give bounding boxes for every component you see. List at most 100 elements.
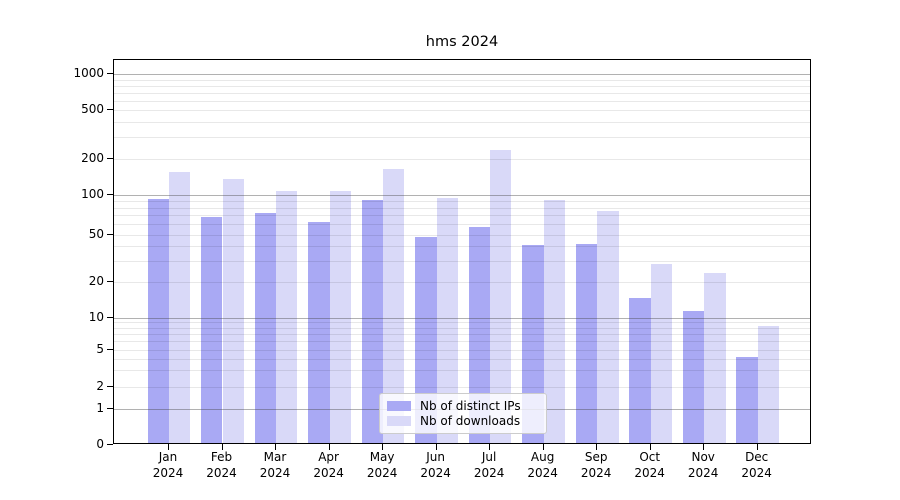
y-tick-mark bbox=[107, 233, 113, 235]
grid-line-minor bbox=[114, 246, 810, 248]
plot-area bbox=[113, 59, 811, 444]
x-tick-mark bbox=[703, 444, 705, 450]
bar-distinct-ips-nov bbox=[682, 310, 705, 443]
x-tick-mark bbox=[168, 444, 169, 450]
grid-line-minor bbox=[114, 121, 810, 123]
grid-line-minor bbox=[114, 92, 810, 94]
grid-line-major bbox=[114, 74, 810, 75]
bar-distinct-ips-jul bbox=[468, 227, 491, 443]
x-tick-mark bbox=[435, 444, 437, 450]
y-tick-label: 20 bbox=[88, 274, 104, 288]
x-tick-label-feb: Feb 2024 bbox=[206, 450, 237, 480]
x-tick-mark bbox=[596, 444, 598, 450]
x-tick-mark bbox=[756, 444, 758, 450]
grid-line-minor bbox=[114, 85, 810, 87]
bar-downloads-mar bbox=[276, 191, 298, 443]
bar-downloads-jun bbox=[436, 197, 458, 443]
y-tick-mark bbox=[107, 158, 113, 159]
y-tick-mark bbox=[107, 109, 113, 110]
grid-line-major bbox=[114, 317, 810, 319]
bar-distinct-ips-jun bbox=[415, 236, 437, 443]
chart-title: hms 2024 bbox=[425, 34, 499, 50]
x-tick-label-sep: Sep 2024 bbox=[580, 450, 612, 480]
legend-swatch-distinct-ips bbox=[387, 400, 411, 411]
grid-line-minor bbox=[114, 334, 810, 335]
legend-label-downloads: Nb of downloads bbox=[420, 414, 521, 429]
bar-distinct-ips-apr bbox=[308, 222, 330, 443]
y-tick-label: 50 bbox=[88, 226, 104, 241]
x-tick-label-apr: Apr 2024 bbox=[313, 450, 344, 480]
y-tick-label: 0 bbox=[96, 437, 104, 451]
y-tick-label: 10 bbox=[88, 309, 104, 324]
grid-line-minor bbox=[114, 282, 810, 283]
x-tick-label-mar: Mar 2024 bbox=[259, 450, 291, 480]
y-tick-mark bbox=[107, 444, 113, 445]
grid-line-minor bbox=[114, 100, 810, 102]
bar-distinct-ips-mar bbox=[254, 213, 276, 443]
x-tick-label-dec: Dec 2024 bbox=[741, 450, 772, 480]
y-tick-mark bbox=[107, 407, 113, 409]
x-tick-mark bbox=[382, 444, 384, 450]
legend-entry-distinct-ips: Nb of distinct IPs bbox=[387, 398, 538, 414]
grid-line-minor bbox=[114, 234, 810, 236]
y-tick-mark bbox=[107, 316, 113, 318]
grid-line-minor bbox=[114, 79, 810, 81]
y-tick-label: 5 bbox=[96, 341, 104, 356]
bar-downloads-aug bbox=[543, 200, 565, 443]
grid-line-minor bbox=[114, 358, 810, 360]
bar-downloads-dec bbox=[757, 325, 780, 443]
bar-distinct-ips-feb bbox=[201, 216, 223, 443]
grid-line-minor bbox=[114, 159, 810, 160]
grid-line-minor bbox=[114, 207, 810, 209]
bar-distinct-ips-sep bbox=[575, 244, 598, 443]
bar-distinct-ips-jan bbox=[147, 199, 169, 443]
y-tick-label: 2 bbox=[96, 379, 104, 393]
grid-line-minor bbox=[114, 201, 810, 202]
grid-line-minor bbox=[114, 322, 810, 324]
bar-downloads-sep bbox=[597, 210, 619, 443]
x-tick-label-nov: Nov 2024 bbox=[687, 450, 719, 480]
grid-layer bbox=[114, 60, 810, 443]
x-tick-mark bbox=[489, 444, 491, 450]
x-tick-label-oct: Oct 2024 bbox=[634, 450, 665, 480]
x-tick-label-aug: Aug 2024 bbox=[527, 450, 558, 480]
grid-line-minor bbox=[114, 370, 810, 372]
bar-downloads-feb bbox=[222, 179, 244, 443]
legend-entry-downloads: Nb of downloads bbox=[387, 414, 538, 430]
x-tick-mark bbox=[542, 444, 544, 450]
legend-label-distinct-ips: Nb of distinct IPs bbox=[420, 398, 521, 413]
y-tick-label: 200 bbox=[81, 151, 104, 165]
legend: Nb of distinct IPs Nb of downloads bbox=[379, 393, 547, 434]
x-tick-label-jan: Jan 2024 bbox=[152, 450, 184, 480]
y-tick-mark bbox=[107, 194, 113, 195]
grid-line-minor bbox=[114, 341, 810, 343]
grid-line-minor bbox=[114, 349, 810, 351]
x-tick-label-may: May 2024 bbox=[366, 450, 398, 480]
bar-downloads-jul bbox=[490, 149, 512, 443]
y-tick-label: 500 bbox=[81, 102, 104, 116]
x-tick-mark bbox=[275, 444, 276, 450]
bar-downloads-apr bbox=[329, 191, 351, 443]
y-tick-mark bbox=[107, 73, 113, 74]
y-tick-mark bbox=[107, 348, 113, 350]
x-tick-mark bbox=[649, 444, 651, 450]
grid-line-minor bbox=[114, 137, 810, 139]
y-tick-label: 1000 bbox=[73, 66, 104, 80]
x-tick-mark bbox=[328, 444, 330, 450]
y-tick-label: 100 bbox=[81, 187, 104, 201]
bar-distinct-ips-oct bbox=[629, 298, 651, 443]
grid-line-minor bbox=[114, 327, 810, 329]
x-tick-label-jul: Jul 2024 bbox=[473, 450, 505, 480]
grid-line-minor bbox=[114, 224, 810, 226]
y-tick-label: 1 bbox=[96, 400, 104, 415]
grid-line-minor bbox=[114, 110, 810, 111]
grid-line-minor bbox=[114, 261, 810, 262]
x-tick-mark bbox=[221, 444, 223, 450]
grid-line-major bbox=[114, 195, 810, 196]
y-tick-mark bbox=[107, 281, 113, 282]
grid-line-minor bbox=[114, 387, 810, 388]
x-tick-label-jun: Jun 2024 bbox=[420, 450, 451, 480]
legend-swatch-downloads bbox=[387, 416, 411, 427]
grid-line-minor bbox=[114, 215, 810, 217]
